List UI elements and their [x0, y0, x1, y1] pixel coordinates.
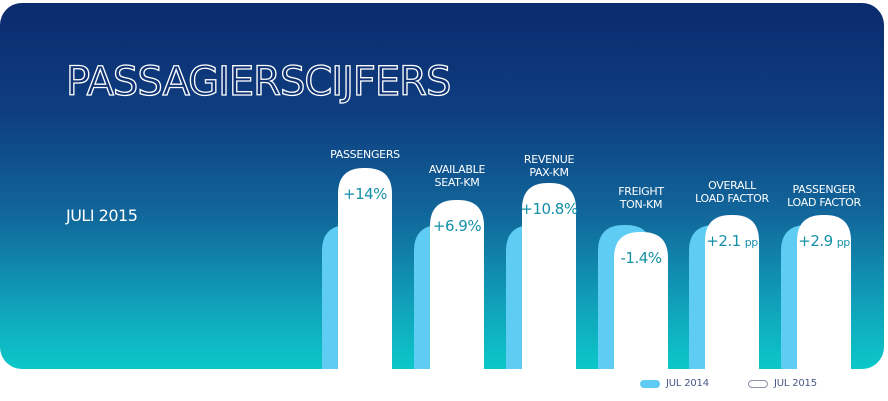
- category-label-available-seat-km: AVAILABLE SEAT-KM: [429, 163, 486, 189]
- bar-jul-2015-passengers: [338, 168, 392, 369]
- legend-label-jul-2015: JUL 2015: [774, 378, 817, 389]
- bar-jul-2015-revenue-pax-km: [522, 183, 576, 369]
- category-label-revenue-pax-km: REVENUE PAX-KM: [524, 153, 575, 179]
- page-title: PASSAGIERSCIJFERS: [65, 58, 452, 105]
- category-label-passengers: PASSENGERS: [330, 148, 400, 161]
- legend-swatch-jul-2015: [748, 379, 768, 388]
- category-label-freight-ton-km: FREIGHT TON-KM: [618, 185, 664, 211]
- value-label-passenger-load-factor: +2.9 pp: [798, 232, 850, 250]
- legend-swatch-jul-2014: [640, 379, 660, 388]
- bar-chart: PASSENGERS +14% AVAILABLE SEAT-KM +6.9% REVEN…: [322, 148, 862, 369]
- value-label-available-seat-km: +6.9%: [433, 217, 481, 235]
- value-label-freight-ton-km: -1.4%: [620, 249, 661, 267]
- category-label-passenger-load-factor: PASSENGER LOAD FACTOR: [787, 183, 861, 209]
- legend-label-jul-2014: JUL 2014: [666, 378, 709, 389]
- bar-jul-2015-available-seat-km: [430, 200, 484, 369]
- category-label-overall-load-factor: OVERALL LOAD FACTOR: [695, 179, 769, 205]
- value-label-passengers: +14%: [343, 185, 387, 203]
- legend-item-jul-2015: JUL 2015: [748, 378, 817, 389]
- bar-jul-2015-freight-ton-km: [614, 232, 668, 369]
- value-label-overall-load-factor: +2.1 pp: [706, 232, 758, 250]
- legend-item-jul-2014: JUL 2014: [640, 378, 709, 389]
- period-label: JULI 2015: [66, 206, 138, 225]
- infographic-card: PASSAGIERSCIJFERS JULI 2015 PASSENGERS +1…: [0, 3, 884, 369]
- value-label-revenue-pax-km: +10.8%: [520, 200, 577, 218]
- bar-jul-2015-overall-load-factor: [705, 215, 759, 369]
- bar-jul-2015-passenger-load-factor: [797, 215, 851, 369]
